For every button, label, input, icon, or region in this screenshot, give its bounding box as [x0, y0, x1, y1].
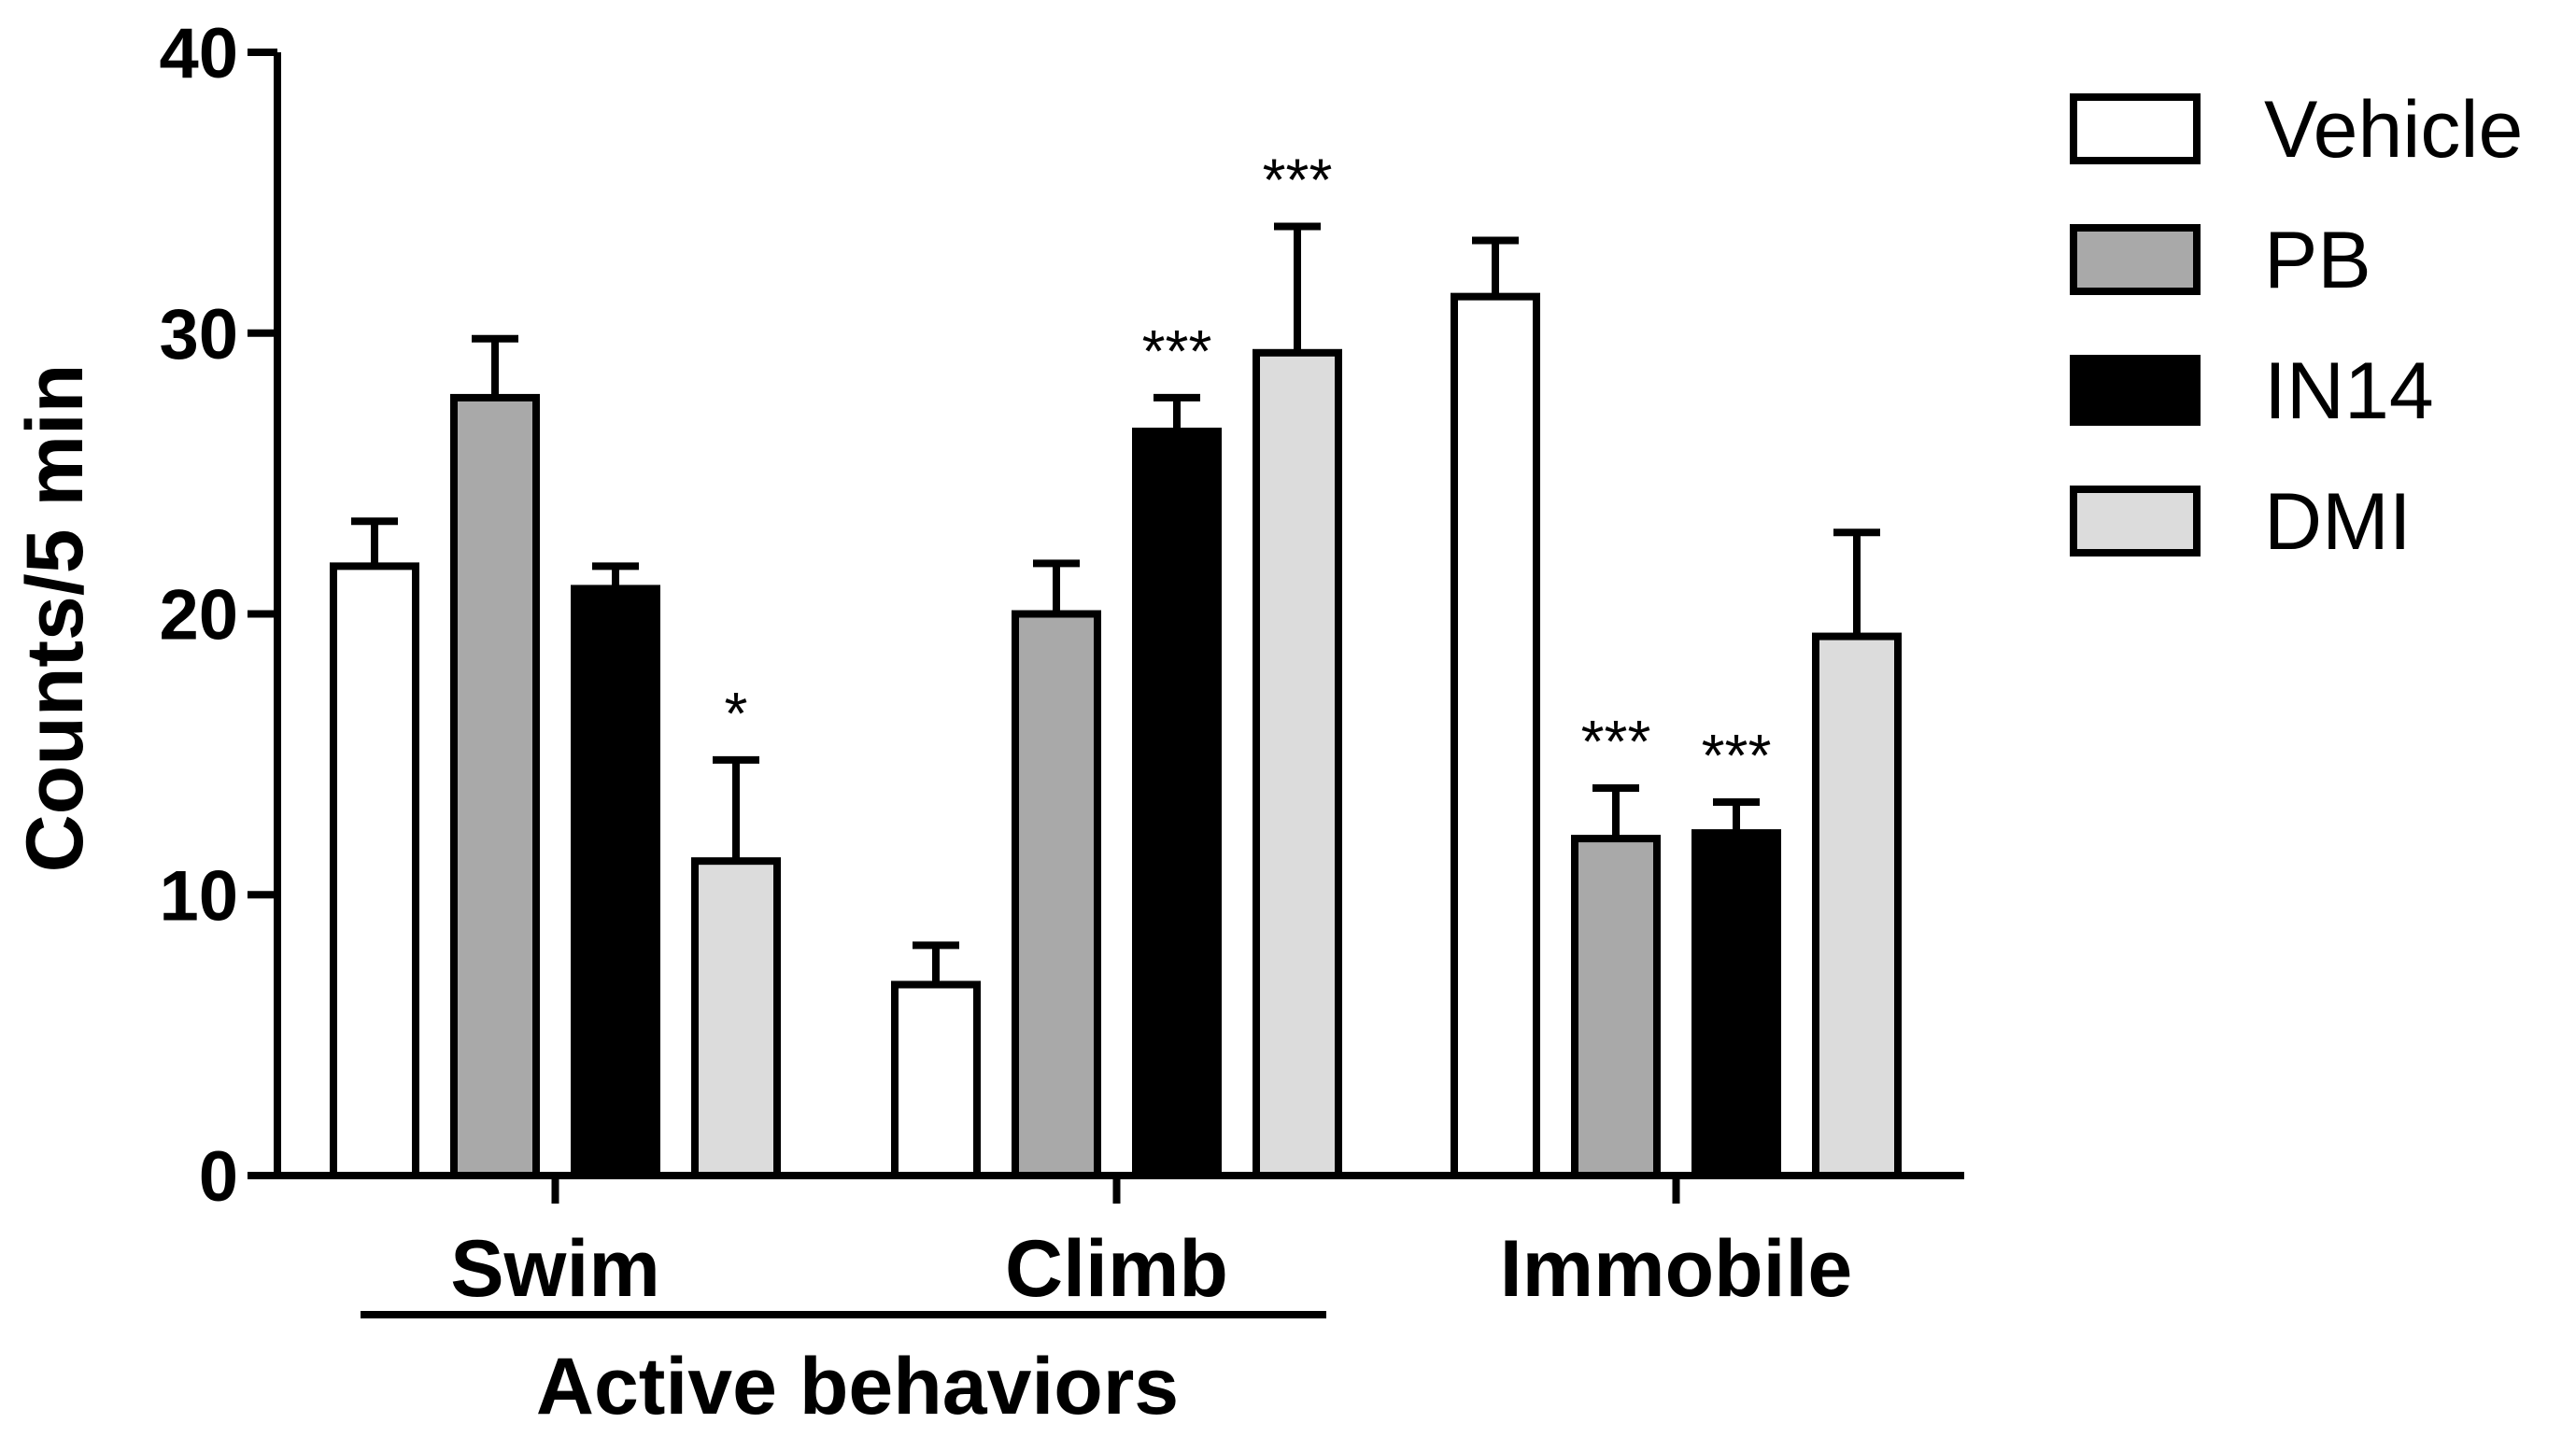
bar-vehicle-immobile	[1451, 292, 1540, 1179]
legend-label-vehicle: Vehicle	[2264, 85, 2523, 175]
legend-label-dmi: DMI	[2264, 477, 2412, 567]
y-tick-label: 40	[159, 14, 238, 93]
bars-layer: ********** ***	[330, 146, 1902, 1180]
bar-pb-climb	[1012, 610, 1101, 1179]
legend-label-in14: IN14	[2264, 346, 2434, 436]
x-category-label: Immobile	[1500, 1224, 1853, 1314]
bar-in14-climb	[1132, 428, 1222, 1179]
significance-marker: ***	[1263, 146, 1333, 213]
y-tick-label: 0	[199, 1137, 238, 1217]
bar-in14-immobile	[1691, 829, 1781, 1180]
bar-pb-swim	[450, 393, 540, 1179]
y-ticks: 0 10 20 30 40	[159, 14, 277, 1217]
significance-marker: *	[725, 680, 748, 747]
bar-in14-swim	[571, 585, 660, 1179]
significance-marker: ***	[1581, 708, 1651, 775]
bar-dmi-climb	[1253, 348, 1342, 1179]
legend-swatch-dmi	[2070, 486, 2201, 556]
legend-swatch-vehicle	[2070, 93, 2201, 164]
y-tick-label: 20	[159, 576, 238, 655]
bar-vehicle-climb	[891, 980, 981, 1179]
bar-vehicle-swim	[330, 562, 419, 1179]
x-category-label: Swim	[450, 1224, 660, 1314]
category-group: Active behaviors	[361, 1311, 1326, 1431]
x-categories: Swim Climb Immobile	[450, 1176, 1852, 1314]
bar-pb-immobile	[1571, 835, 1661, 1179]
significance-marker: ***	[1702, 722, 1772, 789]
y-tick-label: 10	[159, 856, 238, 936]
y-tick-label: 30	[159, 295, 238, 374]
legend-swatch-in14	[2070, 355, 2201, 426]
group-label: Active behaviors	[536, 1342, 1179, 1431]
y-axis-label: Counts/5 min	[10, 364, 100, 873]
legend-swatch-pb	[2070, 224, 2201, 295]
legend-label-pb: PB	[2264, 216, 2371, 305]
significance-marker: ***	[1142, 317, 1212, 385]
bar-dmi-swim	[691, 857, 781, 1179]
x-category-label: Climb	[1005, 1224, 1228, 1314]
legend: Vehicle PB IN14 DMI	[2070, 85, 2523, 567]
bar-dmi-immobile	[1812, 632, 1902, 1179]
